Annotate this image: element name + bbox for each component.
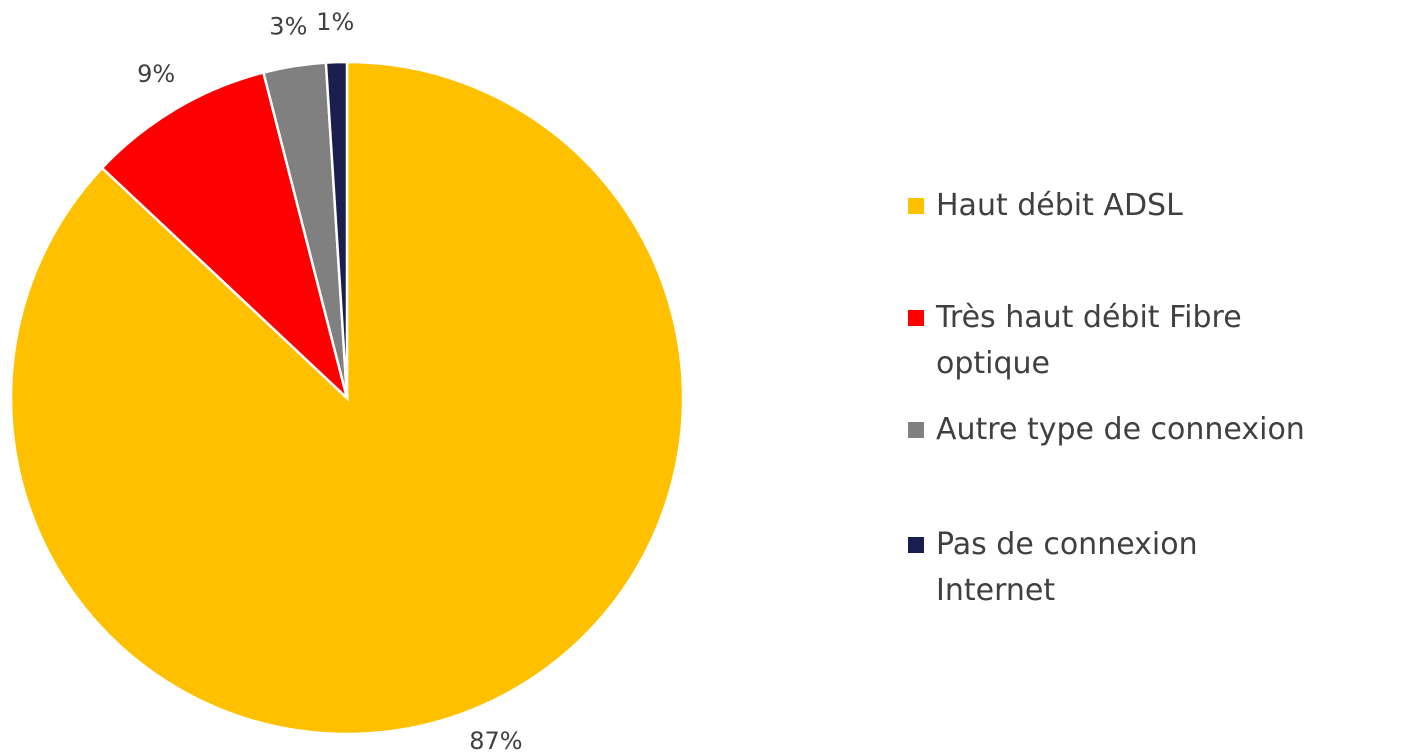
legend-item: Très haut débit Fibre optique [908, 295, 1276, 387]
legend-label: Autre type de connexion [936, 412, 1305, 447]
legend-swatch [908, 198, 924, 214]
legend-label: Haut débit ADSL [936, 188, 1183, 223]
legend-label: Pas de connexion Internet [936, 527, 1198, 608]
legend-item: Haut débit ADSL [908, 183, 1276, 229]
legend-item: Pas de connexion Internet [908, 522, 1276, 614]
data-label: 87% [469, 727, 522, 755]
data-label: 1% [316, 8, 354, 36]
pie-area: 87% 9% 3% 1% [9, 8, 685, 755]
legend-swatch [908, 310, 924, 326]
legend-item: Autre type de connexion [908, 407, 1305, 453]
data-label: 9% [137, 60, 175, 88]
legend-label: Très haut débit Fibre optique [936, 300, 1242, 381]
pie-slice [100, 71, 350, 402]
legend-swatch [908, 422, 924, 438]
legend-swatch [908, 537, 924, 553]
pie-slice [324, 60, 349, 399]
data-label: 3% [269, 13, 307, 41]
